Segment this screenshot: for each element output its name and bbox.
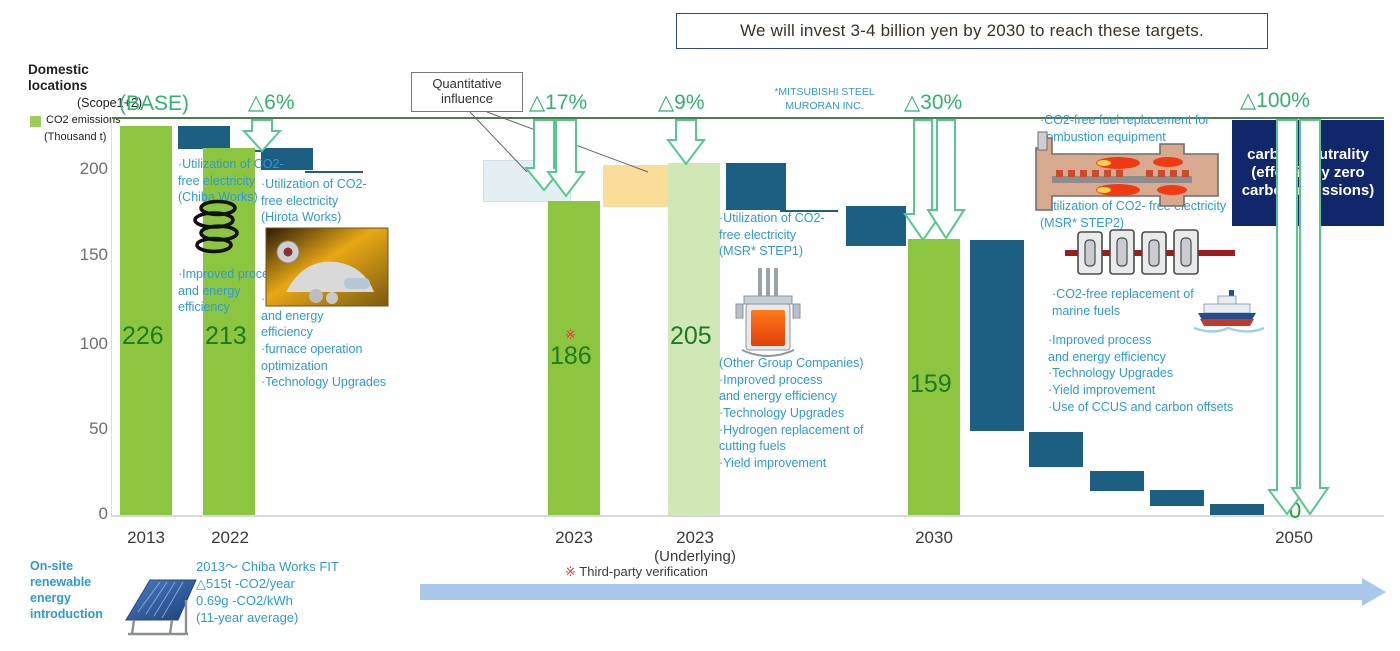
timeline-arrow xyxy=(420,578,1386,606)
note-msr-step1: ·Utilization of CO2- free electricity (M… xyxy=(719,211,825,259)
ytick-100: 100 xyxy=(79,334,108,353)
xlabel-2030: 2030 xyxy=(894,528,974,548)
note-fuel-replacement: ·CO2-free fuel replacement for combustio… xyxy=(1040,113,1210,144)
bar-value-2022: 213 xyxy=(205,322,247,350)
xlabel-2022: 2022 xyxy=(190,528,270,548)
carbon-neutrality-text: carbon neutrality (effectively zero carb… xyxy=(1241,145,1375,200)
reduction-label-2023-underlying: △9% xyxy=(658,91,705,114)
base-label: (BASE) xyxy=(119,92,190,115)
onsite-renewable-title: On-site renewable energy introduction xyxy=(30,559,103,621)
y-axis-line xyxy=(111,117,112,516)
step-block-2030-d xyxy=(1150,490,1204,506)
note-improved-process-2: ·Improved process and energy efficiency … xyxy=(261,292,387,390)
reduction-label-2030: △30% xyxy=(904,91,963,114)
ytick-150: 150 xyxy=(79,245,108,264)
bar-value-2050: 0 xyxy=(1289,498,1302,523)
xlabel-2023-text: 2023 xyxy=(555,528,593,547)
xlabel-2013-text: 2013 xyxy=(127,528,165,547)
legend-swatch-icon xyxy=(30,116,41,127)
xlabel-2022-text: 2022 xyxy=(211,528,249,547)
verification-note: ※ Third-party verification xyxy=(565,564,708,580)
step-block-2030-a xyxy=(970,240,1024,431)
carbon-neutrality-box: carbon neutrality (effectively zero carb… xyxy=(1232,120,1384,226)
note-marine-fuels: ·CO2-free replacement of marine fuels xyxy=(1052,287,1194,318)
quantitative-influence-block-pale xyxy=(483,160,571,202)
step-block-2022-2023 xyxy=(261,148,313,170)
note-other-group-companies: (Other Group Companies) ·Improved proces… xyxy=(719,356,864,470)
ytick-200: 200 xyxy=(79,159,108,178)
verification-mark-on-bar: ※ xyxy=(565,327,576,342)
ladle-furnace-icon xyxy=(735,268,801,357)
bar-value-2013: 226 xyxy=(122,322,164,350)
bar-value-2030: 159 xyxy=(910,370,952,398)
connector-line-3 xyxy=(780,210,838,212)
x-axis-line xyxy=(111,515,1384,517)
rolling-mill-icon xyxy=(1065,229,1235,275)
step-block-2030-b xyxy=(1029,432,1083,467)
reduction-label-2050: △100% xyxy=(1240,89,1310,112)
step-block-other-group xyxy=(846,206,906,246)
reduction-arrow-2030 xyxy=(903,119,966,242)
note-final-measures: ·Improved process and energy efficiency … xyxy=(1048,333,1234,414)
legend-unit: (Thousand t) xyxy=(44,131,107,143)
xlabel-2023: 2023 xyxy=(534,528,614,548)
axis-title: Domestic locations xyxy=(28,62,89,93)
legend: CO2 emissions xyxy=(30,114,145,128)
xlabel-2023u-text: 2023 xyxy=(676,528,714,547)
baseline-reference-line xyxy=(112,117,1384,119)
bar-value-2023-underlying: 205 xyxy=(670,322,712,350)
step-block-msr-step1 xyxy=(726,163,786,210)
reduction-arrow-2022 xyxy=(241,119,283,153)
reduction-label-2022: △6% xyxy=(248,91,295,114)
note-hirota-electricity: ·Utilization of CO2- free electricity (H… xyxy=(261,177,367,225)
step-block-2030-e xyxy=(1210,504,1264,515)
bar-2023-underlying xyxy=(668,163,720,515)
xlabel-2023-underlying: 2023 (Underlying) xyxy=(654,528,736,565)
step-block-2013-2022 xyxy=(178,126,230,149)
onsite-renewable-text: 2013～ Chiba Works FIT △515t -CO2/year 0.… xyxy=(196,559,339,626)
ytick-0: 0 xyxy=(98,504,108,523)
msr-footnote: *MITSUBISHI STEEL MURORAN INC. xyxy=(774,86,875,112)
connector-line-2 xyxy=(305,171,363,173)
ytick-50: 50 xyxy=(89,419,108,438)
investment-banner: We will invest 3-4 billion yen by 2030 t… xyxy=(676,13,1268,49)
note-chiba-electricity: ·Utilization of CO2- free electricity (C… xyxy=(178,157,284,205)
solar-panel-icon xyxy=(125,579,197,636)
xlabel-2013: 2013 xyxy=(106,528,186,548)
xlabel-2030-text: 2030 xyxy=(915,528,953,547)
verification-note-text: Third-party verification xyxy=(579,564,708,579)
bar-2023 xyxy=(548,201,600,515)
verification-mark-icon: ※ xyxy=(565,564,576,579)
axis-scope-label: (Scope1+2) xyxy=(77,96,142,110)
bar-2013 xyxy=(120,126,172,515)
bar-value-2023: 186 xyxy=(550,342,592,370)
note-improved-process-1: ·Improved process and energy efficiency xyxy=(178,267,282,315)
xlabel-2050-text: 2050 xyxy=(1275,528,1313,547)
reduction-arrow-2023-underlying xyxy=(666,119,706,166)
legend-label: CO2 emissions xyxy=(46,114,121,126)
step-block-2030-c xyxy=(1090,471,1144,491)
callout-text: Quantitative influence xyxy=(432,76,502,106)
note-msr-step2: ·Utilization of CO2- free electricity (M… xyxy=(1040,199,1227,230)
quantitative-influence-block-yellow xyxy=(603,165,669,207)
xlabel-2023u-sub: (Underlying) xyxy=(654,548,736,565)
quantitative-influence-callout: Quantitative influence xyxy=(411,72,523,112)
investment-banner-text: We will invest 3-4 billion yen by 2030 t… xyxy=(740,21,1204,40)
xlabel-2050: 2050 xyxy=(1254,528,1334,548)
reduction-label-2023: △17% xyxy=(529,91,588,114)
bar-2030 xyxy=(908,239,960,515)
